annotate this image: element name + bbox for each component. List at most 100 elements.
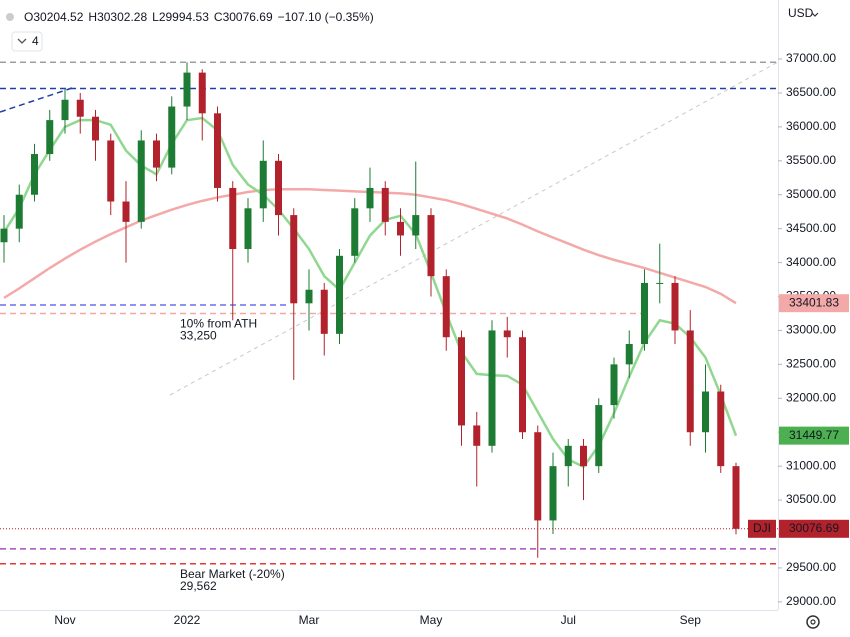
ohlc-key: H — [88, 10, 97, 24]
candle-body — [107, 140, 115, 202]
currency[interactable]: USD — [788, 6, 814, 20]
candle-body — [702, 391, 709, 433]
candle-body — [137, 140, 145, 222]
x-tick-label: Nov — [54, 613, 75, 627]
candle-body — [610, 364, 618, 406]
candle-body — [488, 330, 496, 446]
change: −107.10 (−0.35%) — [278, 10, 374, 24]
symbol-tag: DJI — [753, 521, 771, 535]
y-tick-label: 30500.00 — [786, 492, 836, 506]
candle-body — [198, 72, 206, 114]
price-tag: 30076.69 — [789, 521, 839, 535]
candle-body — [564, 445, 572, 467]
candle-body — [305, 289, 313, 304]
settings-icon[interactable] — [806, 615, 820, 629]
gear — [806, 615, 820, 629]
candle-body — [366, 187, 374, 209]
candle-body — [717, 391, 725, 467]
price-tag: 31449.77 — [789, 428, 839, 442]
candle-body — [732, 466, 740, 529]
y-tick-label: 37000.00 — [786, 51, 836, 65]
y-tick-label: 35500.00 — [786, 153, 836, 167]
y-tick-label: 35000.00 — [786, 187, 836, 201]
candle-body — [351, 208, 359, 256]
level-value-label: 33,250 — [180, 329, 217, 343]
x-tick-label: Jul — [561, 613, 576, 627]
ohlc-key: C — [214, 10, 223, 24]
ohlc-value: 30076.69 — [223, 10, 273, 24]
candle-body — [519, 337, 526, 433]
status-dot — [6, 13, 14, 21]
candle-body — [153, 140, 160, 168]
trend-line — [169, 61, 779, 396]
candle-body — [46, 120, 54, 155]
gear-center — [810, 619, 816, 625]
candle-body — [259, 160, 267, 209]
candle-body — [61, 99, 69, 121]
y-tick-label: 34500.00 — [786, 221, 836, 235]
indicator-toggle[interactable] — [11, 31, 43, 52]
chevron-icon — [17, 38, 27, 44]
candle-body — [290, 215, 298, 304]
ohlc-value: 30302.28 — [97, 10, 147, 24]
price-tag-bg — [779, 294, 849, 313]
candle-body — [656, 282, 664, 284]
candle-body — [76, 99, 84, 117]
y-tick-label: 29000.00 — [786, 594, 836, 608]
ohlc-value: 29994.53 — [159, 10, 209, 24]
ohlc-legend: O 30204.52 H 30302.28 L 29994.53 C 30076.69 −107… — [24, 10, 374, 24]
price-tag: 33401.83 — [789, 295, 839, 309]
candle-body — [625, 344, 633, 365]
candle-body — [320, 289, 328, 334]
x-tick-label: May — [420, 613, 443, 627]
symbol-tag-bg — [748, 519, 776, 538]
candle-body — [244, 208, 252, 250]
candle-body — [183, 72, 191, 107]
candle-body — [580, 445, 587, 467]
y-tick-label: 36000.00 — [786, 119, 836, 133]
candle-body — [31, 154, 38, 195]
candle-body — [92, 116, 99, 141]
candle-body — [168, 106, 176, 168]
y-tick-label: 31000.00 — [786, 458, 836, 472]
candle-body — [427, 215, 435, 277]
candle-body — [549, 466, 557, 521]
y-tick-label: 32500.00 — [786, 357, 836, 371]
candle-body — [686, 330, 694, 433]
candle-body — [534, 432, 542, 521]
trend-line — [0, 87, 73, 113]
candle-body — [397, 221, 404, 236]
candle-body — [275, 160, 282, 216]
candle-body — [381, 187, 389, 222]
candle-body — [671, 282, 679, 331]
candle-body — [458, 337, 465, 426]
ohlc-value: 30204.52 — [33, 10, 83, 24]
candle-body — [412, 215, 420, 236]
ohlc-key: O — [24, 10, 33, 24]
y-tick-label: 36500.00 — [786, 85, 836, 99]
candle-body — [336, 255, 343, 334]
level-annotation: Bear Market (-20%) — [180, 567, 285, 581]
candle-body — [442, 276, 450, 338]
ohlc-key: L — [152, 10, 159, 24]
candle-body — [595, 405, 603, 467]
candle-body — [0, 228, 8, 243]
x-tick-label: Sep — [680, 613, 702, 627]
candle-body — [214, 113, 221, 188]
y-tick-label: 33000.00 — [786, 323, 836, 337]
y-tick-label: 32000.00 — [786, 390, 836, 404]
candle-body — [122, 201, 130, 222]
candle-body — [641, 282, 648, 345]
indicator-count: 4 — [32, 34, 39, 48]
chevron-icon — [811, 12, 819, 17]
x-tick-label: Mar — [299, 613, 320, 627]
candle-body — [473, 425, 481, 446]
y-tick-label: 34000.00 — [786, 255, 836, 269]
candle-body — [503, 330, 511, 338]
y-tick-label: 29500.00 — [786, 560, 836, 574]
x-tick-label: 2022 — [174, 613, 201, 627]
level-annotation: 10% from ATH — [180, 317, 257, 331]
level-value-label: 29,562 — [180, 579, 217, 593]
